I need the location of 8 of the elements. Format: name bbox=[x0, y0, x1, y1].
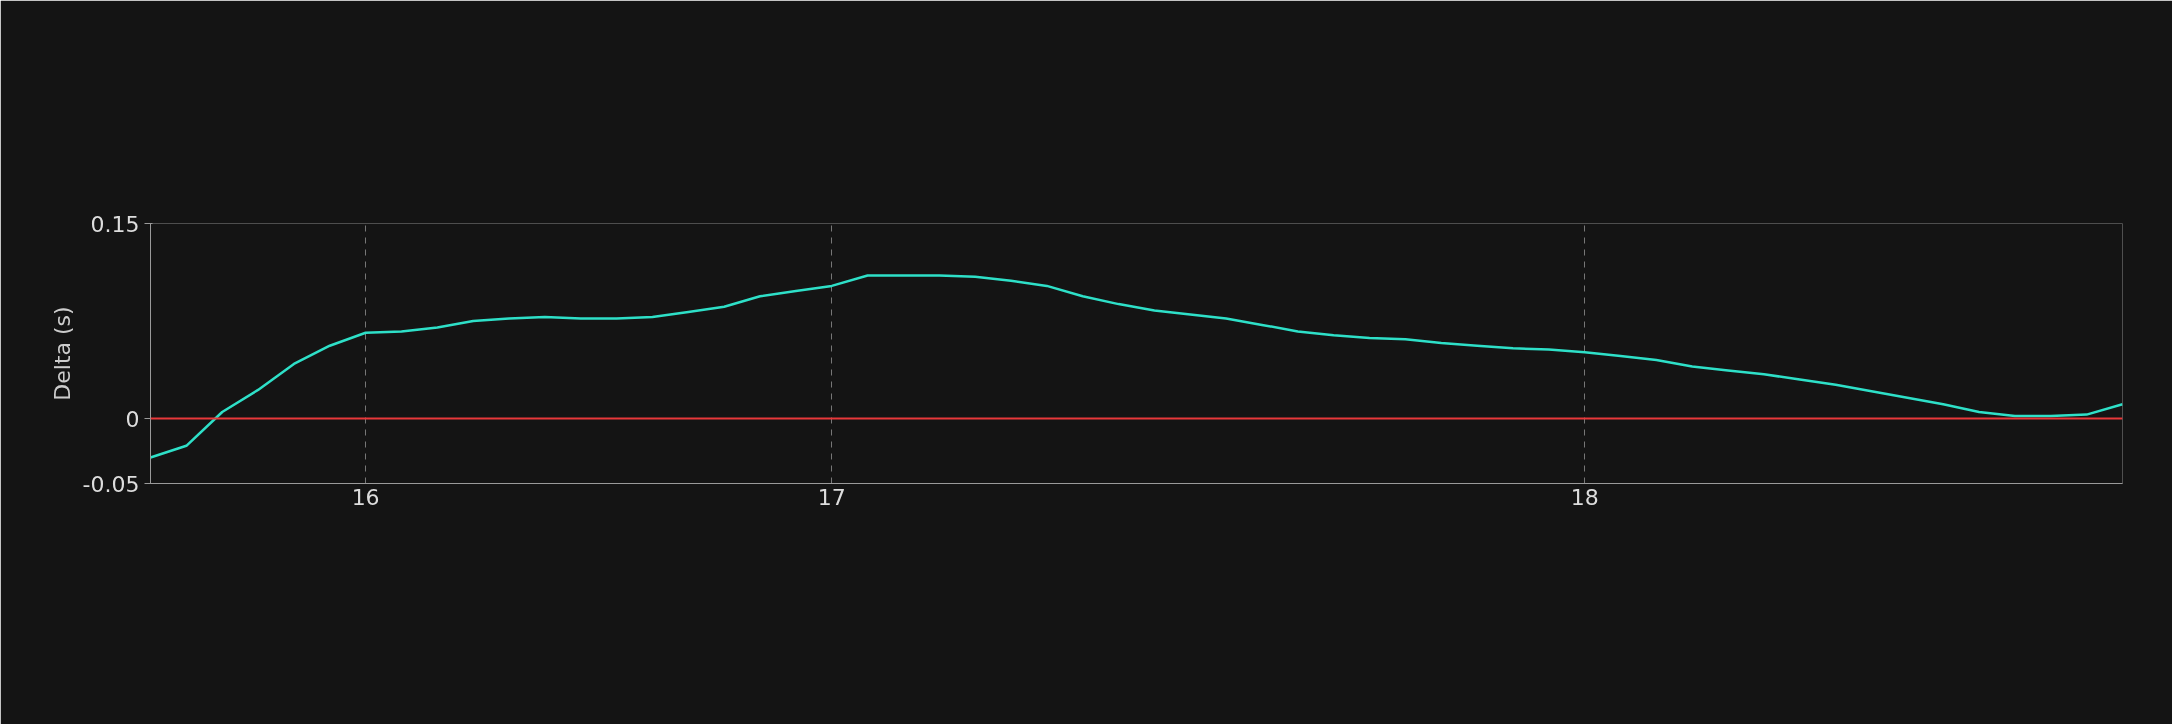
y-tick-label: 0.15 bbox=[90, 211, 140, 237]
y-axis-title: Delta (s) bbox=[49, 306, 75, 401]
x-tick-label: 17 bbox=[817, 484, 846, 510]
x-tick-label: 18 bbox=[1570, 484, 1599, 510]
x-tick-label: 16 bbox=[351, 484, 380, 510]
line-series bbox=[150, 274, 2123, 459]
y-tick-label: 0 bbox=[125, 406, 140, 432]
y-tick-label: -0.05 bbox=[82, 471, 140, 497]
